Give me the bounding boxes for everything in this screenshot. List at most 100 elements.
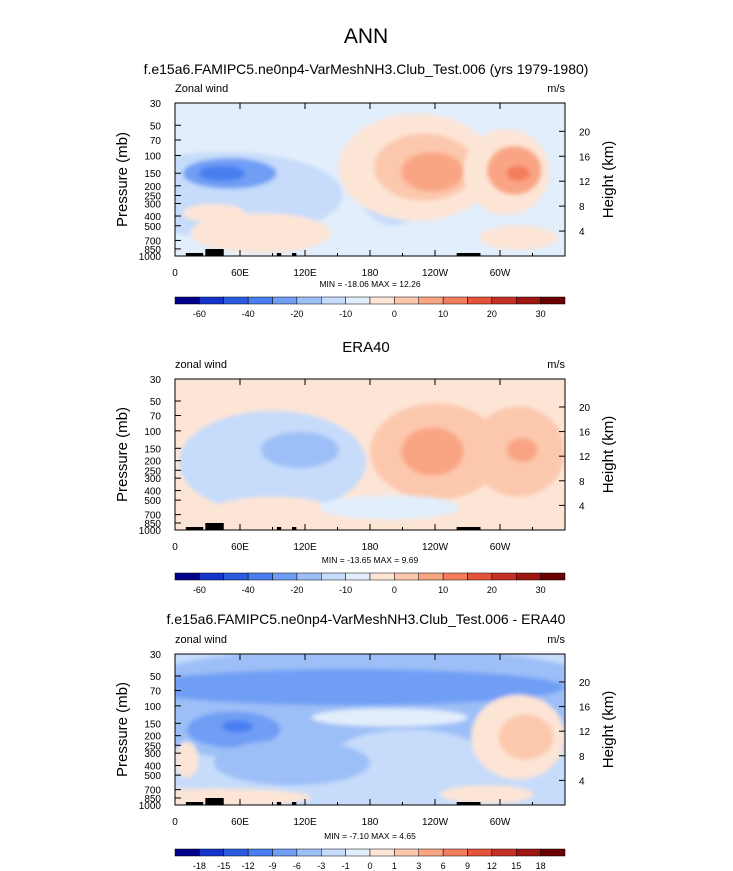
pressure-tick-label: 500 [144, 222, 161, 233]
topography [185, 253, 204, 256]
topography [292, 253, 297, 256]
colorbar-swatch [369, 848, 395, 857]
pressure-tick-label: 700 [144, 786, 161, 797]
colorbar-label: 6 [441, 861, 446, 871]
topography [205, 249, 224, 256]
y-axis-right-label: Height (km) [600, 416, 617, 494]
colorbar-swatch [199, 848, 224, 857]
contour-region [221, 720, 253, 733]
pressure-tick-label: 50 [150, 121, 162, 132]
pressure-tick-label: 150 [144, 444, 161, 455]
pressure-tick-label: 400 [144, 762, 161, 773]
height-tick-label: 20 [579, 403, 591, 414]
panel-3: f.e15a6.FAMIPC5.ne0np4-VarMeshNH3.Club_T… [114, 611, 617, 871]
field [175, 379, 565, 530]
height-tick-label: 4 [579, 227, 585, 238]
pressure-tick-label: 500 [144, 496, 161, 507]
pressure-tick-label: 150 [144, 719, 161, 730]
colorbar-swatch [369, 296, 395, 305]
colorbar-swatch [321, 848, 346, 857]
variable-label: zonal wind [175, 634, 227, 646]
colorbar: -18 -15 -12 -9 -6 -3 -1 0 1 3 6 9 12 15 18 [174, 848, 566, 871]
colorbar-swatch [223, 848, 249, 857]
colorbar-swatch [491, 296, 517, 305]
panel-title: ERA40 [342, 339, 390, 356]
colorbar-label: 12 [487, 861, 497, 871]
colorbar-swatch [174, 572, 200, 581]
topography [276, 527, 282, 530]
contour-region [319, 495, 460, 520]
contour-region [506, 437, 538, 463]
colorbar-swatch [247, 848, 273, 857]
lon-tick-label: 120E [293, 817, 317, 828]
topography [276, 253, 282, 256]
colorbar-label: -1 [342, 861, 350, 871]
pressure-tick-label: 100 [144, 702, 161, 713]
field [175, 103, 565, 256]
contour-region [214, 740, 370, 786]
pressure-tick-label: 850 [144, 245, 161, 256]
pressure-tick-label: 850 [144, 519, 161, 530]
colorbar-label: -60 [193, 585, 206, 595]
colorbar-swatch [418, 572, 444, 581]
contour-region [506, 165, 530, 182]
figure-title: ANN [344, 25, 388, 48]
field-contours [175, 654, 565, 805]
colorbar-swatch [223, 296, 249, 305]
lon-tick-label: 120W [422, 817, 449, 828]
height-tick-label: 4 [579, 501, 585, 512]
height-tick-label: 8 [579, 477, 585, 488]
colorbar-swatch [272, 572, 298, 581]
colorbar-swatch [296, 572, 322, 581]
pressure-tick-label: 30 [150, 650, 162, 661]
variable-label: Zonal wind [175, 83, 228, 95]
colorbar: -60 -40 -20 -10 0 10 20 30 [174, 572, 566, 595]
colorbar-label: 0 [367, 861, 372, 871]
contour-region [210, 496, 335, 527]
height-tick-label: 12 [579, 177, 591, 188]
contour-region [175, 103, 565, 134]
units-label: m/s [547, 83, 565, 95]
height-tick-label: 16 [579, 152, 591, 163]
panel-title: f.e15a6.FAMIPC5.ne0np4-VarMeshNH3.Club_T… [144, 61, 589, 77]
height-tick-label: 4 [579, 776, 585, 787]
colorbar-swatch [321, 572, 346, 581]
y-axis-label: Pressure (mb) [114, 682, 131, 777]
colorbar-swatch [418, 296, 444, 305]
contour-region [479, 225, 558, 250]
y-axis-right-label: Height (km) [600, 691, 617, 769]
colorbar: -60 -40 -20 -10 0 10 20 30 [174, 296, 566, 319]
contour-region [190, 213, 331, 253]
topography [185, 527, 204, 530]
colorbar-label: 1 [392, 861, 397, 871]
contour-region [401, 427, 464, 476]
pressure-tick-label: 300 [144, 199, 161, 210]
topography [205, 523, 224, 530]
colorbar-swatch [442, 848, 468, 857]
colorbar-label: -20 [290, 309, 303, 319]
height-tick-label: 12 [579, 727, 591, 738]
topography [456, 527, 481, 530]
pressure-tick-label: 30 [150, 99, 162, 110]
pressure-tick-label: 300 [144, 474, 161, 485]
min-max-stats: MIN = -18.06 MAX = 12.26 [319, 279, 420, 289]
colorbar-swatch [516, 296, 541, 305]
units-label: m/s [547, 634, 565, 646]
pressure-tick-label: 200 [144, 182, 161, 193]
colorbar-label: 15 [511, 861, 521, 871]
colorbar-label: -6 [293, 861, 301, 871]
variable-label: zonal wind [175, 359, 227, 371]
colorbar-swatch [345, 572, 371, 581]
colorbar-label: -40 [242, 309, 255, 319]
lon-tick-label: 0 [172, 542, 178, 553]
contour-region [498, 714, 554, 760]
lon-tick-label: 180 [362, 268, 379, 279]
min-max-stats: MIN = -13.65 MAX = 9.69 [322, 555, 419, 565]
lon-tick-label: 60W [490, 817, 511, 828]
lon-tick-label: 180 [362, 817, 379, 828]
pressure-tick-label: 200 [144, 457, 161, 468]
units-label: m/s [547, 359, 565, 371]
pressure-tick-label: 100 [144, 427, 161, 438]
pressure-tick-label: 500 [144, 771, 161, 782]
